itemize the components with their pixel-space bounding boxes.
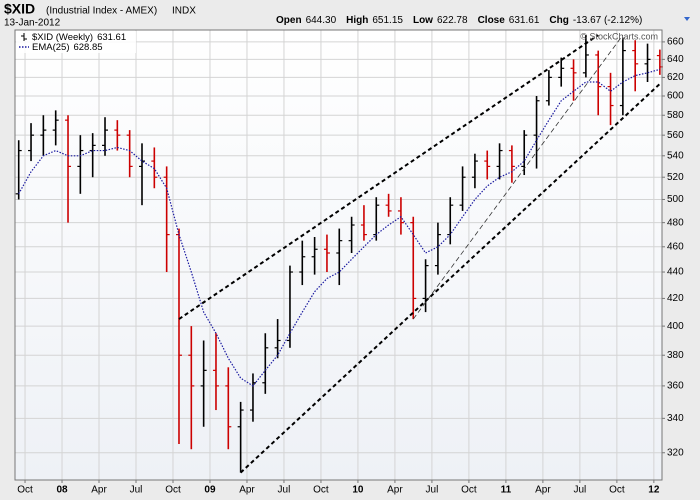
x-tick-label: 11 (501, 485, 512, 496)
quote-label: Low (413, 15, 433, 26)
x-tick-label: Apr (387, 485, 403, 496)
y-tick-label: 520 (667, 172, 684, 183)
legend-box (16, 31, 136, 53)
exchange: INDX (172, 6, 196, 17)
quote-value: 644.30 (306, 15, 337, 26)
plot-border (14, 29, 663, 481)
y-tick-label: 440 (667, 267, 684, 278)
quote-label: High (346, 15, 368, 26)
y-tick-label: 560 (667, 130, 684, 141)
y-tick-label: 640 (667, 54, 684, 65)
quote-value: 631.61 (509, 15, 540, 26)
y-tick-label: 360 (667, 381, 684, 392)
x-tick-label: 08 (56, 485, 68, 496)
y-tick-label: 420 (667, 293, 684, 304)
y-tick-label: 540 (667, 150, 684, 161)
legend-name: EMA(25) (32, 42, 69, 53)
x-tick-label: Oct (461, 485, 477, 496)
x-tick-label: 12 (648, 485, 660, 496)
quote-value: -13.67 (-2.12%) (573, 15, 642, 26)
dropdown-arrow[interactable] (684, 17, 690, 21)
x-tick-label: Jul (130, 485, 143, 496)
y-tick-label: 580 (667, 110, 684, 121)
legend-value: 631.61 (97, 32, 126, 43)
legend-name: $XID (Weekly) (32, 32, 93, 43)
x-tick-label: Apr (91, 485, 107, 496)
y-tick-label: 620 (667, 72, 684, 83)
watermark: © StockCharts.com (580, 31, 658, 41)
y-tick-label: 380 (667, 350, 684, 361)
x-tick-label: Oct (165, 485, 181, 496)
quote-label: Open (276, 15, 302, 26)
quote-label: Close (478, 15, 506, 26)
quote-value: 651.15 (372, 15, 403, 26)
x-tick-label: 10 (352, 485, 364, 496)
date: 13-Jan-2012 (4, 18, 61, 29)
legend-entry: EMA(25) 628.85 (32, 42, 103, 53)
x-tick-label: Oct (17, 485, 33, 496)
x-tick-label: Oct (313, 485, 329, 496)
trendline (239, 83, 661, 474)
x-tick-label: Jul (573, 485, 586, 496)
x-tick-label: Jul (278, 485, 291, 496)
trendline (178, 34, 599, 320)
index-name: (Industrial Index - AMEX) (46, 6, 157, 17)
y-tick-label: 320 (667, 447, 684, 458)
quote-line: Open 644.30 High 651.15 Low 622.78 Close 631.61… (276, 15, 642, 26)
quote-value: 622.78 (437, 15, 468, 26)
symbol: $XID (4, 1, 35, 17)
y-tick-label: 600 (667, 91, 684, 102)
quote-label: Chg (549, 15, 568, 26)
y-tick-label: 500 (667, 194, 684, 205)
marks (15, 34, 663, 474)
y-tick-label: 340 (667, 413, 684, 424)
legend-entry: $XID (Weekly) 631.61 (32, 32, 126, 43)
legend-value: 628.85 (73, 42, 102, 53)
x-tick-label: Oct (609, 485, 625, 496)
x-tick-label: Apr (239, 485, 255, 496)
x-tick-label: Apr (535, 485, 551, 496)
y-tick-label: 460 (667, 241, 684, 252)
ema-line (18, 68, 661, 387)
x-tick-label: 09 (204, 485, 216, 496)
y-tick-label: 660 (667, 37, 684, 48)
x-tick-label: Jul (426, 485, 439, 496)
y-tick-label: 400 (667, 321, 684, 332)
y-tick-label: 480 (667, 217, 684, 228)
trendline (412, 34, 624, 320)
